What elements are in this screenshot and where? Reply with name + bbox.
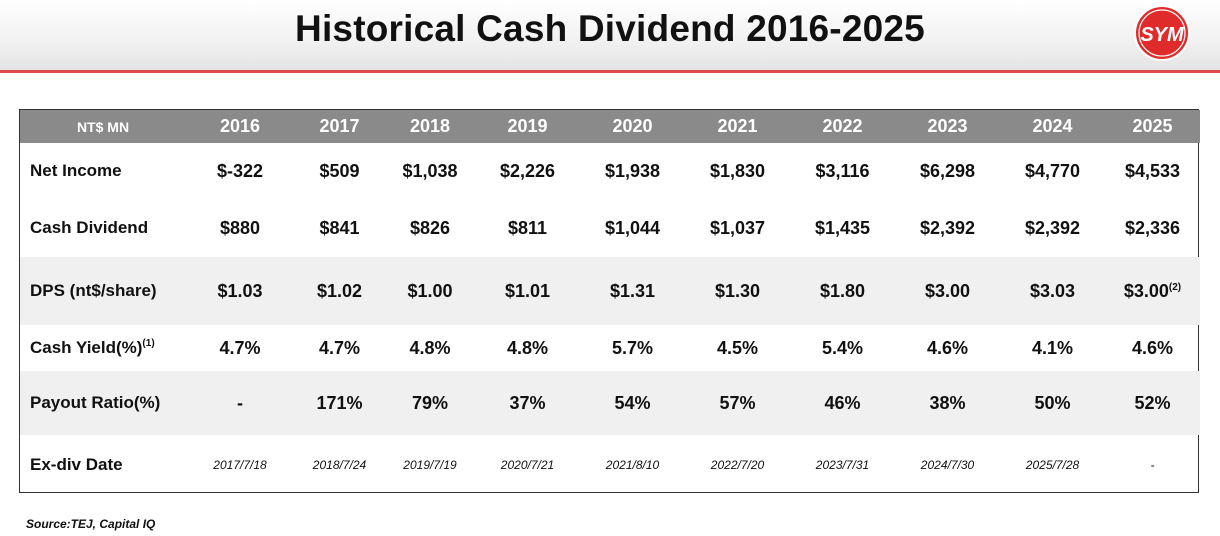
table-cell: 38% — [895, 371, 1000, 435]
table-cell: - — [1150, 458, 1155, 472]
table-cell: 79% — [385, 371, 475, 435]
year-header: 2018 — [385, 110, 475, 143]
table-cell: $1.31 — [580, 257, 685, 325]
table-cell: 2017/7/18 — [213, 458, 267, 472]
table-cell: $826 — [409, 217, 451, 238]
table-cell: 50% — [1000, 371, 1105, 435]
table-cell: 2025/7/28 — [1025, 458, 1080, 472]
table-cell: 4.8% — [409, 337, 451, 358]
row-label: Cash Yield(%)(1) — [30, 338, 155, 357]
year-header: 2016 — [186, 110, 294, 143]
table-cell: 2018/7/24 — [312, 458, 367, 472]
table-cell: $509 — [319, 160, 360, 181]
table-row: Payout Ratio(%) -171% 79% 37% 54% 57% 46% 38% 50… — [20, 371, 1200, 435]
table-cell: $1.03 — [186, 257, 294, 325]
table-cell: $4,533 — [1124, 160, 1181, 181]
year-header: 2021 — [685, 110, 790, 143]
table-cell: $4,770 — [1024, 160, 1081, 181]
source-note: Source:TEJ, Capital IQ — [26, 517, 156, 531]
table-cell: 2019/7/19 — [403, 458, 457, 472]
table-cell: $1.02 — [294, 257, 385, 325]
year-header: 2020 — [580, 110, 685, 143]
table-cell: $2,392 — [1024, 217, 1081, 238]
table-cell: $1.30 — [685, 257, 790, 325]
table-cell: 2024/7/30 — [920, 458, 975, 472]
table-cell: $3.00 — [895, 257, 1000, 325]
table-cell: 5.7% — [611, 337, 654, 358]
header-label: NT$ MN — [20, 110, 186, 143]
table-cell: 4.6% — [926, 337, 969, 358]
table-row: DPS (nt$/share) $1.03 $1.02 $1.00 $1.01 $1.31… — [20, 257, 1200, 325]
table-cell: 4.7% — [219, 337, 261, 358]
table-row: Net Income $-322 $509 $1,038 $2,226 $1,938 $1,… — [20, 143, 1200, 199]
table-cell: 54% — [580, 371, 685, 435]
year-header: 2024 — [1000, 110, 1105, 143]
dividend-table: NT$ MN 2016 2017 2018 2019 2020 2021 2022 2023 2… — [19, 109, 1200, 495]
table-cell: $6,298 — [919, 160, 976, 181]
header-row: NT$ MN 2016 2017 2018 2019 2020 2021 2022 2023 2… — [20, 110, 1200, 143]
table-row: Cash Dividend $880 $841 $826 $811 $1,044 $1,03… — [20, 199, 1200, 257]
table-cell: 5.4% — [821, 337, 864, 358]
table-row: Cash Yield(%)(1) 4.7% 4.7% 4.8% 4.8% 5.7% 4.5%… — [20, 325, 1200, 371]
sym-logo: SYM — [1134, 5, 1190, 61]
table-cell: 52% — [1105, 371, 1200, 435]
row-label: DPS (nt$/share) — [20, 257, 186, 325]
table-cell: $1.80 — [790, 257, 895, 325]
table-cell: 46% — [790, 371, 895, 435]
table-cell: $3,116 — [815, 160, 870, 181]
table-cell: 4.7% — [318, 337, 361, 358]
table-cell: $1,038 — [402, 160, 458, 181]
table-cell: 4.1% — [1031, 337, 1074, 358]
table-cell: $1,938 — [604, 160, 661, 181]
table-cell: $2,392 — [919, 217, 976, 238]
table-cell: 171% — [294, 371, 385, 435]
table-cell: $1.00 — [385, 257, 475, 325]
table-cell: $1,044 — [604, 217, 661, 238]
table-cell: 2020/7/21 — [500, 458, 555, 472]
table-cell: $3.03 — [1000, 257, 1105, 325]
footnote-marker: (2) — [1168, 281, 1182, 293]
row-label: Net Income — [30, 161, 122, 180]
table-cell: 4.6% — [1131, 337, 1174, 358]
year-header: 2025 — [1105, 110, 1200, 143]
table-cell: $2,336 — [1124, 217, 1181, 238]
year-header: 2017 — [294, 110, 385, 143]
table-row: Ex-div Date 2017/7/18 2018/7/24 2019/7/19 20… — [20, 435, 1200, 495]
table-cell: 37% — [475, 371, 580, 435]
table-cell: 2022/7/20 — [710, 458, 765, 472]
table-cell: - — [186, 371, 294, 435]
row-label: Cash Dividend — [30, 218, 149, 237]
table-cell: $1,435 — [814, 217, 871, 238]
table-cell: $880 — [219, 217, 261, 238]
table-cell: $811 — [507, 217, 548, 238]
year-header: 2022 — [790, 110, 895, 143]
table-cell: 4.8% — [506, 337, 549, 358]
table-cell: $1,037 — [709, 217, 766, 238]
footnote-marker: (1) — [142, 338, 155, 349]
svg-text:SYM: SYM — [1140, 24, 1185, 46]
table-cell: 2021/8/10 — [605, 458, 660, 472]
table-cell: $3.00(2) — [1105, 257, 1200, 325]
row-label: Payout Ratio(%) — [20, 371, 186, 435]
table-cell: $1.01 — [475, 257, 580, 325]
table-cell: 2023/7/31 — [815, 458, 870, 472]
year-header: 2019 — [475, 110, 580, 143]
year-header: 2023 — [895, 110, 1000, 143]
table-cell: 4.5% — [716, 337, 759, 358]
table-cell: $1,830 — [709, 160, 766, 181]
page-title: Historical Cash Dividend 2016-2025 — [295, 8, 925, 49]
row-label: Ex-div Date — [30, 455, 123, 474]
table-cell: 57% — [685, 371, 790, 435]
title-bar: Historical Cash Dividend 2016-2025 SYM — [0, 0, 1220, 73]
table-cell: $2,226 — [499, 160, 556, 181]
table-cell: $-322 — [216, 160, 264, 181]
table-cell: $841 — [319, 217, 360, 238]
